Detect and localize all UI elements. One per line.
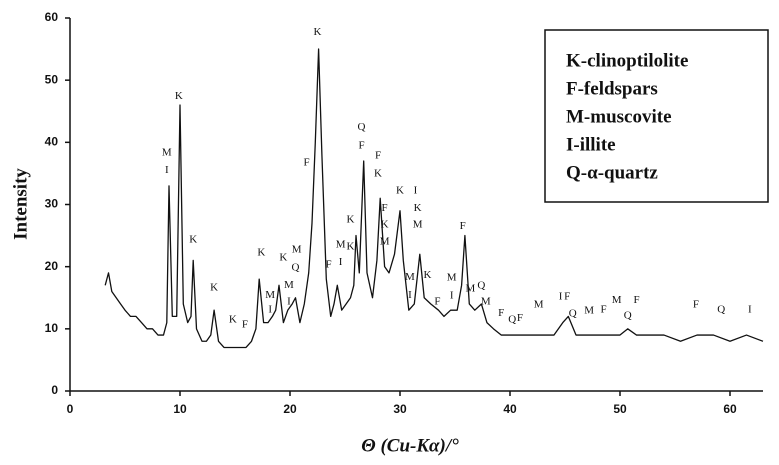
peak-label: I — [414, 184, 418, 196]
peak-label: F — [242, 319, 248, 331]
peak-label: M — [405, 271, 415, 283]
peak-label: M — [162, 146, 172, 158]
x-tick-label: 30 — [393, 402, 407, 416]
peak-label: K — [381, 219, 389, 231]
peak-label: F — [633, 294, 639, 306]
peak-label: K — [257, 247, 265, 259]
peak-label: M — [380, 235, 390, 247]
peak-label: K — [279, 251, 287, 263]
y-tick-label: 10 — [45, 321, 59, 335]
x-axis-title: Θ (Cu-Kα)/° — [361, 435, 459, 456]
x-tick-label: 50 — [613, 402, 627, 416]
peak-label: Q — [477, 279, 485, 291]
peak-label: M — [612, 294, 622, 306]
peak-label: M — [265, 289, 275, 301]
peak-label: K — [347, 214, 355, 226]
peak-label: M — [447, 271, 457, 283]
x-tick-label: 0 — [67, 402, 74, 416]
legend-entry: I-illite — [566, 134, 616, 155]
y-tick-label: 0 — [51, 383, 58, 397]
peak-label: K — [424, 269, 432, 281]
peak-label: F — [498, 307, 504, 319]
peak-label: I — [559, 291, 563, 303]
peak-label: M — [292, 243, 302, 255]
y-tick-label: 60 — [45, 10, 59, 24]
peak-label: M — [481, 296, 491, 308]
x-tick-label: 60 — [723, 402, 737, 416]
peak-label: K — [175, 90, 183, 102]
x-tick-label: 10 — [173, 402, 187, 416]
peak-label: I — [268, 304, 272, 316]
peak-label: M — [284, 279, 294, 291]
peak-label: Q — [508, 314, 516, 326]
peak-label: Q — [569, 307, 577, 319]
peak-label: Q — [717, 304, 725, 316]
peak-label: M — [534, 299, 544, 311]
peak-label: M — [336, 238, 346, 250]
legend-entry: K-clinoptilolite — [566, 50, 688, 71]
peak-label: F — [382, 202, 388, 214]
peak-label: F — [693, 299, 699, 311]
x-tick-label: 40 — [503, 402, 517, 416]
peak-label: Q — [292, 261, 300, 273]
peak-label: K — [414, 202, 422, 214]
y-tick-label: 50 — [45, 72, 59, 86]
legend-entry: Q-α-quartz — [566, 162, 658, 183]
peak-label: I — [450, 289, 454, 301]
y-tick-label: 40 — [45, 135, 59, 149]
legend-box — [544, 29, 769, 203]
peak-label: I — [339, 256, 343, 268]
y-tick-label: 20 — [45, 259, 59, 273]
y-tick-label: 30 — [45, 197, 59, 211]
peak-label: K — [229, 314, 237, 326]
peak-label: I — [165, 164, 169, 176]
x-tick-label: 20 — [283, 402, 297, 416]
peak-label: Q — [358, 121, 366, 133]
peak-label: M — [584, 304, 594, 316]
peak-label: F — [460, 220, 466, 232]
legend-entry: M-muscovite — [566, 106, 672, 127]
peak-label: I — [287, 296, 291, 308]
peak-label: F — [303, 156, 309, 168]
peak-label: M — [466, 283, 476, 295]
peak-label: F — [358, 140, 364, 152]
peak-label: K — [210, 281, 218, 293]
peak-label: I — [408, 289, 412, 301]
peak-label: K — [347, 240, 355, 252]
peak-label: F — [517, 312, 523, 324]
peak-label: K — [374, 168, 382, 180]
peak-label: Q — [624, 309, 632, 321]
peak-label: F — [375, 150, 381, 162]
y-axis-title: Intensity — [10, 168, 31, 240]
peak-label: I — [748, 304, 752, 316]
peak-label: M — [413, 219, 423, 231]
peak-label: F — [600, 304, 606, 316]
peak-label: K — [314, 26, 322, 38]
peak-label: F — [325, 258, 331, 270]
xrd-line — [104, 48, 764, 349]
legend-entry: F-feldspars — [566, 78, 658, 99]
peak-label: F — [564, 291, 570, 303]
peak-label: K — [396, 184, 404, 196]
peak-label: F — [434, 296, 440, 308]
peak-label: K — [189, 233, 197, 245]
